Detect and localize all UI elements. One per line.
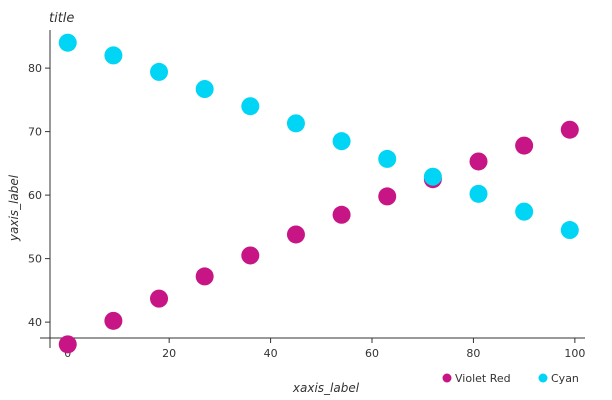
cyan-point	[58, 33, 77, 52]
legend-label-cyan: Cyan	[551, 372, 579, 385]
x-tick-label: 60	[365, 347, 379, 360]
chart-title: title	[49, 11, 74, 26]
violet-red-point	[378, 187, 397, 206]
x-tick-label: 100	[564, 347, 585, 360]
cyan-point	[515, 202, 534, 221]
legend-marker-cyan	[538, 373, 548, 383]
y-axis-label: yaxis_label	[7, 174, 21, 242]
data-points	[58, 33, 579, 354]
y-tick-label: 50	[28, 253, 42, 266]
violet-red-point	[560, 120, 579, 139]
x-tick-label: 80	[466, 347, 480, 360]
y-tick-label: 80	[28, 62, 42, 75]
cyan-point	[150, 62, 169, 81]
x-tick-label: 20	[162, 347, 176, 360]
violet-red-point	[150, 289, 169, 308]
cyan-point	[560, 221, 579, 240]
axis-ticks: 0 20 40 60 80 100 40 50 60 70 80	[28, 62, 585, 360]
violet-red-point	[286, 225, 305, 244]
cyan-point	[286, 114, 305, 133]
legend-label-violet-red: Violet Red	[455, 372, 511, 385]
legend-marker-violet-red	[442, 373, 452, 383]
violet-red-point	[195, 267, 214, 286]
violet-red-point	[515, 136, 534, 155]
x-tick-label: 40	[264, 347, 278, 360]
violet-red-point	[241, 246, 260, 265]
x-axis-label: xaxis_label	[292, 381, 360, 395]
violet-red-point	[104, 311, 123, 330]
cyan-point	[241, 97, 260, 116]
x-tick-label: 0	[64, 347, 71, 360]
y-tick-label: 60	[28, 189, 42, 202]
violet-red-point	[58, 335, 77, 354]
y-tick-label: 40	[28, 316, 42, 329]
cyan-point	[423, 167, 442, 186]
cyan-point	[332, 132, 351, 151]
cyan-point	[195, 80, 214, 99]
y-tick-label: 70	[28, 126, 42, 139]
cyan-point	[469, 184, 488, 203]
violet-red-point	[469, 152, 488, 171]
cyan-point	[378, 149, 397, 168]
violet-red-point	[332, 205, 351, 224]
legend: Violet Red Cyan	[442, 372, 579, 385]
cyan-point	[104, 46, 123, 65]
